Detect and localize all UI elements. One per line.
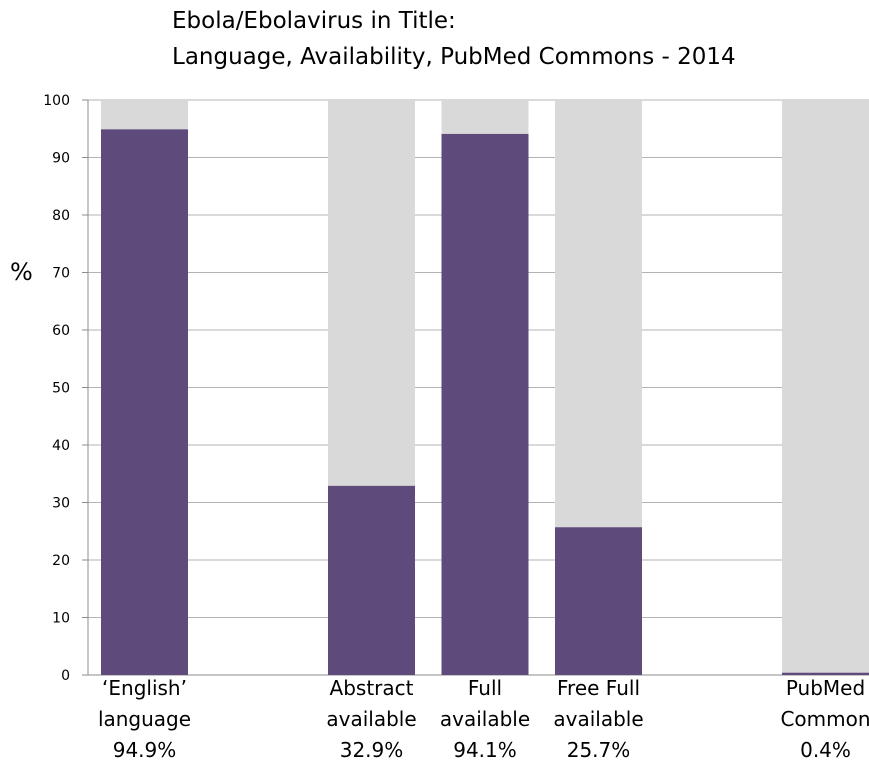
- y-tick-label: 70: [52, 266, 70, 282]
- bar: [101, 129, 188, 675]
- bar-remainder: [782, 100, 869, 673]
- bar-remainder: [441, 100, 529, 134]
- category-label: available: [553, 707, 643, 731]
- category-label: available: [326, 707, 416, 731]
- bar: [782, 672, 869, 675]
- y-axis-label: %: [10, 258, 33, 286]
- data-label: 0.4%: [800, 738, 851, 761]
- data-label: 94.1%: [453, 738, 517, 761]
- category-label: language: [98, 707, 191, 731]
- category-label: available: [440, 707, 530, 731]
- category-label: Common: [780, 707, 869, 731]
- data-label: 94.9%: [113, 738, 177, 761]
- y-tick-label: 100: [43, 93, 70, 109]
- y-tick-label: 20: [52, 553, 70, 569]
- bar: [441, 133, 529, 676]
- category-label: ‘English’: [102, 676, 187, 700]
- bar-remainder: [328, 100, 415, 486]
- y-tick-label: 0: [61, 668, 70, 684]
- bar-remainder: [101, 100, 188, 130]
- y-tick-label: 80: [52, 208, 70, 224]
- category-label: PubMed: [786, 676, 865, 700]
- y-tick-label: 90: [52, 151, 70, 167]
- y-tick-label: 30: [52, 496, 70, 512]
- chart-title-line-2: Language, Availability, PubMed Commons -…: [172, 44, 736, 70]
- y-tick-label: 40: [52, 438, 70, 454]
- y-tick-label: 10: [52, 611, 70, 627]
- category-label: Abstract: [330, 676, 414, 700]
- y-tick-label: 50: [52, 381, 70, 397]
- chart-title-line-1: Ebola/Ebolavirus in Title:: [172, 8, 456, 34]
- data-label: 25.7%: [567, 738, 631, 761]
- data-label: 32.9%: [340, 738, 404, 761]
- bar: [555, 527, 642, 675]
- bar-remainder: [555, 100, 642, 528]
- y-tick-label: 60: [52, 323, 70, 339]
- category-label: Free Full: [557, 676, 640, 700]
- bar: [328, 485, 415, 675]
- category-label: Full: [468, 676, 502, 700]
